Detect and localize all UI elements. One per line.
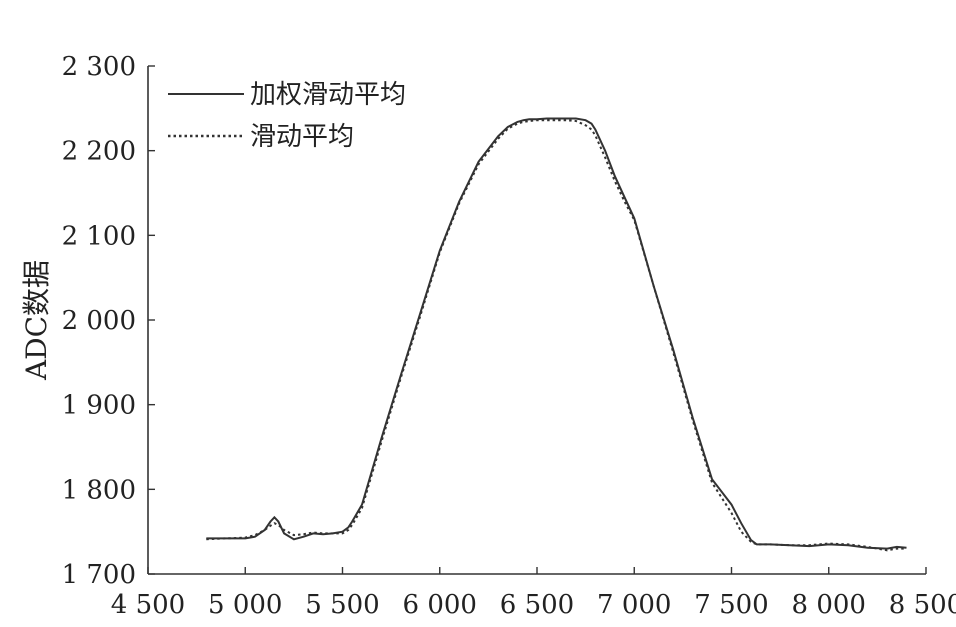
y-axis-ticks: 1 700 1 800 1 900 2 000 2 100 2 200 2 300 xyxy=(62,52,155,590)
x-tick-label: 7 000 xyxy=(597,590,671,620)
legend-label: 加权滑动平均 xyxy=(250,80,406,110)
y-tick-label: 2 300 xyxy=(62,52,136,82)
x-tick-label: 5 000 xyxy=(208,590,282,620)
x-tick-label: 5 500 xyxy=(305,590,379,620)
y-tick-label: 1 800 xyxy=(62,475,136,505)
series-moving-average xyxy=(206,119,907,552)
y-tick-label: 2 200 xyxy=(62,137,136,167)
x-tick-label: 6 000 xyxy=(403,590,477,620)
x-tick-label: 7 500 xyxy=(694,590,768,620)
legend-label: 滑动平均 xyxy=(250,122,354,152)
x-axis-ticks: 4 500 5 000 5 500 6 000 6 500 7 000 7 500 8 000… xyxy=(111,567,956,620)
y-tick-label: 1 700 xyxy=(62,560,136,590)
y-tick-label: 2 100 xyxy=(62,221,136,251)
y-tick-label: 2 000 xyxy=(62,306,136,336)
x-tick-label: 4 500 xyxy=(111,590,185,620)
series-weighted-moving-average xyxy=(206,117,907,550)
x-tick-label: 6 500 xyxy=(500,590,574,620)
series-layer xyxy=(206,117,907,552)
x-tick-label: 8 000 xyxy=(792,590,866,620)
x-tick-label: 8 500 xyxy=(889,590,956,620)
y-axis-label: ADC数据 xyxy=(20,260,53,381)
y-tick-label: 1 900 xyxy=(62,391,136,421)
